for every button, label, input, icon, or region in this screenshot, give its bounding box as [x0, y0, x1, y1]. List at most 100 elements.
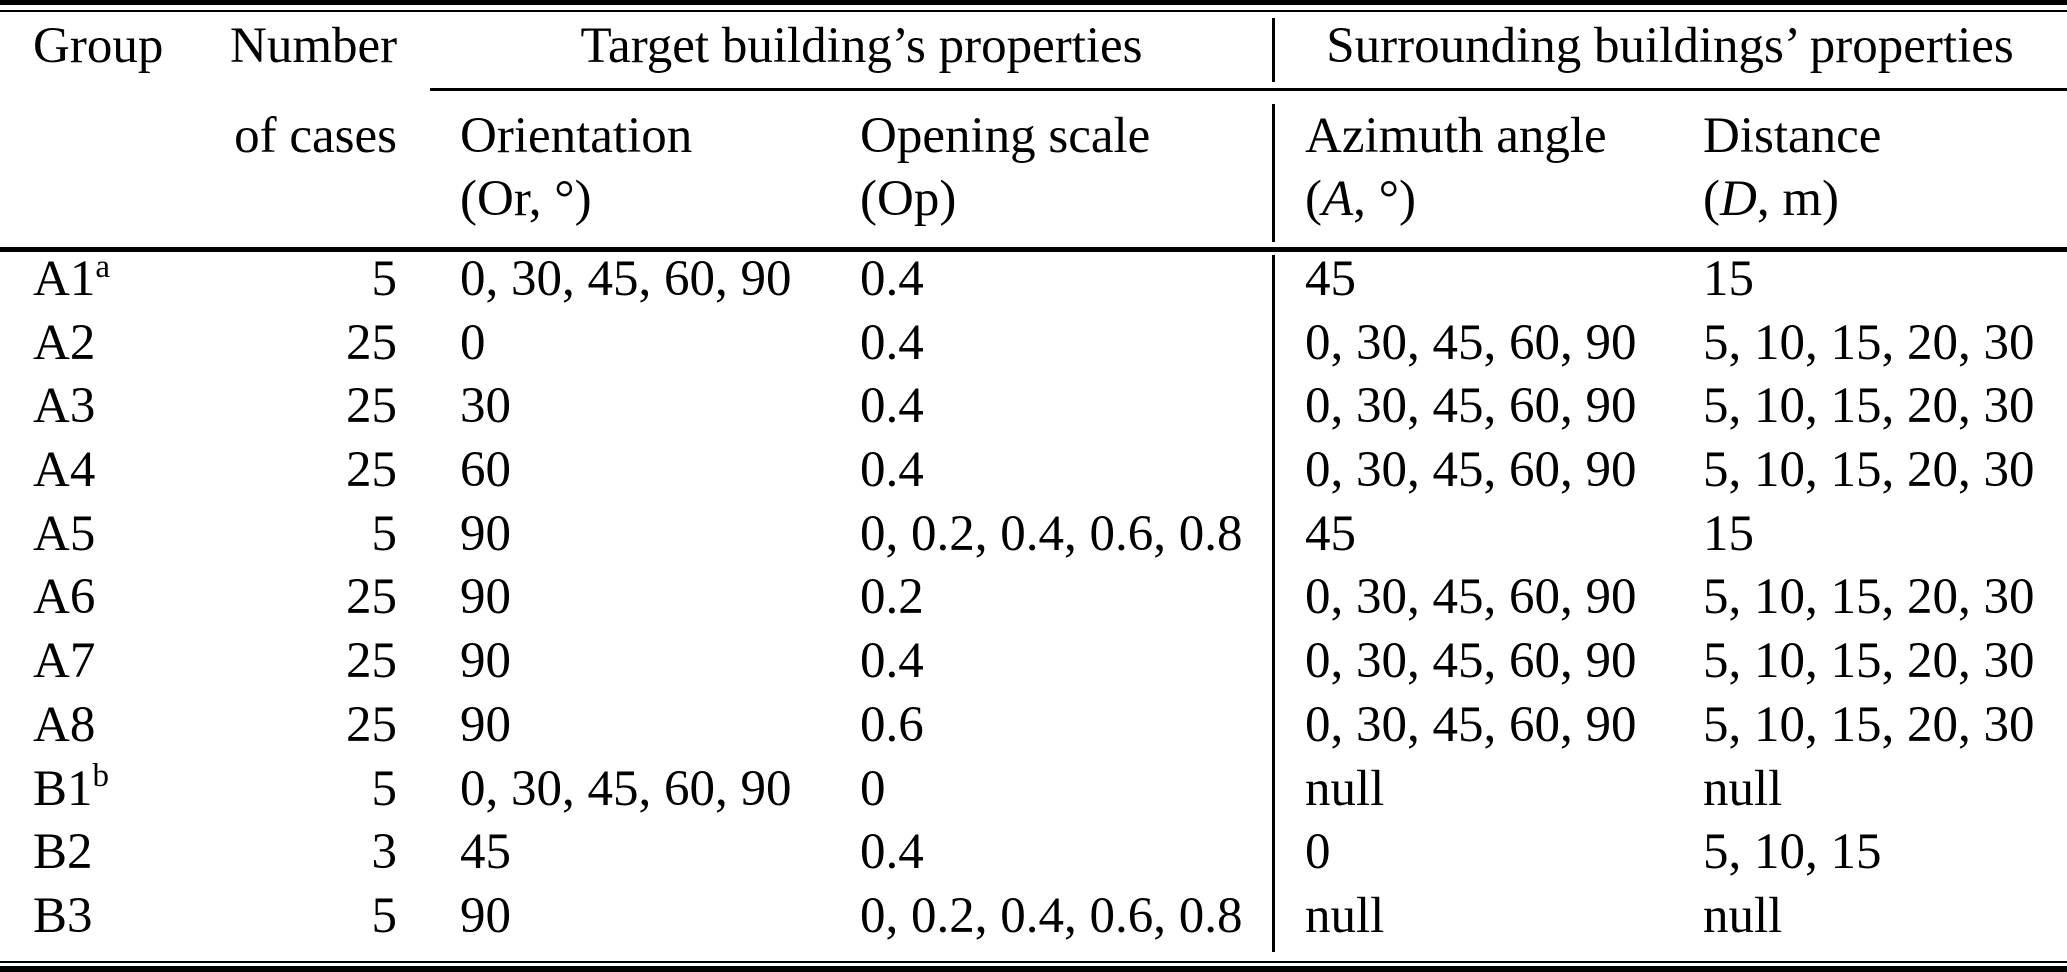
- cell-distance: 5, 10, 15, 20, 30: [1703, 442, 2035, 499]
- cell-distance: null: [1703, 760, 1783, 817]
- cell-group: A8: [0, 694, 230, 758]
- cell-cases: 25: [346, 633, 397, 690]
- cell-orientation: 45: [460, 824, 511, 881]
- cell-orientation: 90: [460, 696, 511, 753]
- cell-distance: null: [1703, 887, 1783, 944]
- cell-cases: 25: [346, 696, 397, 753]
- bottom-rule-thick: [0, 966, 2067, 972]
- cell-cases: 5: [371, 251, 398, 307]
- cell-orientation: 0: [460, 314, 486, 371]
- cell-cases: 25: [346, 442, 397, 499]
- cell-orientation: 60: [460, 442, 511, 499]
- cell-azimuth: 0, 30, 45, 60, 90: [1305, 569, 1637, 626]
- group-label: A2: [33, 314, 96, 371]
- cell-opening: 0.4: [860, 314, 924, 371]
- cell-opening: 0.4: [860, 378, 924, 435]
- cell-orientation: 0, 30, 45, 60, 90: [460, 251, 792, 307]
- footnote-marker: a: [95, 248, 110, 285]
- cell-distance: 5, 10, 15, 20, 30: [1703, 633, 2035, 690]
- cell-opening: 0.4: [860, 251, 924, 307]
- group-label: A5: [33, 505, 96, 562]
- group-label: A7: [33, 633, 96, 690]
- top-rule-thin: [0, 10, 2067, 12]
- cell-orientation: 0, 30, 45, 60, 90: [460, 760, 792, 817]
- cell-azimuth: 0, 30, 45, 60, 90: [1305, 378, 1637, 435]
- cell-opening: 0.4: [860, 633, 924, 690]
- cell-distance: 15: [1703, 505, 1754, 562]
- cell-opening: 0.2: [860, 569, 924, 626]
- top-rule-thick: [0, 0, 2067, 5]
- distance-symbol: D: [1719, 171, 1757, 227]
- cell-azimuth: 0, 30, 45, 60, 90: [1305, 314, 1637, 371]
- column-header-azimuth-angle: Azimuth angle (A, °): [1273, 92, 1700, 248]
- cell-azimuth: 45: [1305, 505, 1356, 562]
- section-divider-header: [1272, 104, 1275, 242]
- cell-group: A4: [0, 439, 230, 503]
- cell-cases: 5: [371, 760, 398, 817]
- column-header-orientation: Orientation (Or, °): [400, 92, 860, 248]
- cell-distance: 5, 10, 15, 20, 30: [1703, 314, 2035, 371]
- cell-cases: 25: [346, 569, 397, 626]
- cell-azimuth: 0, 30, 45, 60, 90: [1305, 442, 1637, 499]
- cell-opening: 0: [860, 760, 886, 817]
- spanner-rule: [430, 88, 2067, 91]
- group-label: A8: [33, 696, 96, 753]
- cell-distance: 5, 10, 15: [1703, 824, 1882, 881]
- cell-azimuth: 0, 30, 45, 60, 90: [1305, 633, 1637, 690]
- cell-azimuth: null: [1305, 887, 1385, 944]
- azimuth-unit-close: , °): [1353, 171, 1417, 227]
- cell-opening: 0.6: [860, 696, 924, 753]
- spanner-target-properties: Target building’s properties: [580, 18, 1143, 74]
- azimuth-header-unit: (A, °): [1305, 168, 1700, 231]
- cell-azimuth: 0: [1305, 824, 1331, 881]
- orientation-header-name: Orientation: [460, 108, 693, 164]
- section-divider-body: [1272, 255, 1275, 952]
- cell-group: A1a: [0, 248, 230, 312]
- group-label: B3: [33, 887, 93, 944]
- orientation-header-unit: (Or, °): [460, 171, 592, 227]
- column-header-group: Group: [33, 18, 164, 74]
- cell-group: B1b: [0, 758, 230, 822]
- cell-cases: 25: [346, 314, 397, 371]
- cell-cases: 25: [346, 378, 397, 435]
- column-header-opening-scale: Opening scale (Op): [860, 92, 1273, 248]
- distance-header-name: Distance: [1703, 108, 1882, 164]
- group-label: A4: [33, 442, 96, 499]
- cell-group: A3: [0, 375, 230, 439]
- group-label: A1: [33, 251, 96, 307]
- azimuth-symbol: A: [1321, 171, 1354, 227]
- cell-opening: 0, 0.2, 0.4, 0.6, 0.8: [860, 887, 1243, 944]
- group-label: A3: [33, 378, 96, 435]
- cell-orientation: 90: [460, 633, 511, 690]
- cell-azimuth: 0, 30, 45, 60, 90: [1305, 696, 1637, 753]
- cell-distance: 5, 10, 15, 20, 30: [1703, 378, 2035, 435]
- cell-distance: 5, 10, 15, 20, 30: [1703, 569, 2035, 626]
- cell-group: A2: [0, 312, 230, 376]
- cell-group: A5: [0, 503, 230, 567]
- table-grid: Group Number Target building’s propertie…: [0, 18, 2067, 944]
- cell-orientation: 30: [460, 378, 511, 435]
- cell-group: A7: [0, 630, 230, 694]
- cell-azimuth: 45: [1305, 251, 1356, 307]
- group-label: B2: [33, 824, 93, 881]
- column-header-cases-line1: Number: [230, 18, 398, 74]
- cell-orientation: 90: [460, 887, 511, 944]
- distance-header-unit: (D, m): [1703, 168, 2067, 231]
- column-header-cases-line2: of cases: [234, 108, 397, 164]
- cell-cases: 3: [371, 824, 398, 881]
- group-label: A6: [33, 569, 96, 626]
- spanner-surrounding-properties: Surrounding buildings’ properties: [1326, 18, 2014, 74]
- cell-opening: 0.4: [860, 824, 924, 881]
- header-body-rule: [0, 247, 2067, 252]
- opening-header-name: Opening scale: [860, 108, 1151, 164]
- cell-orientation: 90: [460, 505, 511, 562]
- cell-opening: 0, 0.2, 0.4, 0.6, 0.8: [860, 505, 1243, 562]
- cell-distance: 15: [1703, 251, 1754, 307]
- footnote-marker: b: [92, 758, 110, 795]
- cell-cases: 5: [371, 505, 398, 562]
- opening-header-unit: (Op): [860, 171, 957, 227]
- section-divider-top: [1272, 18, 1275, 82]
- header-spacer: [0, 92, 230, 248]
- column-header-distance: Distance (D, m): [1700, 92, 2067, 248]
